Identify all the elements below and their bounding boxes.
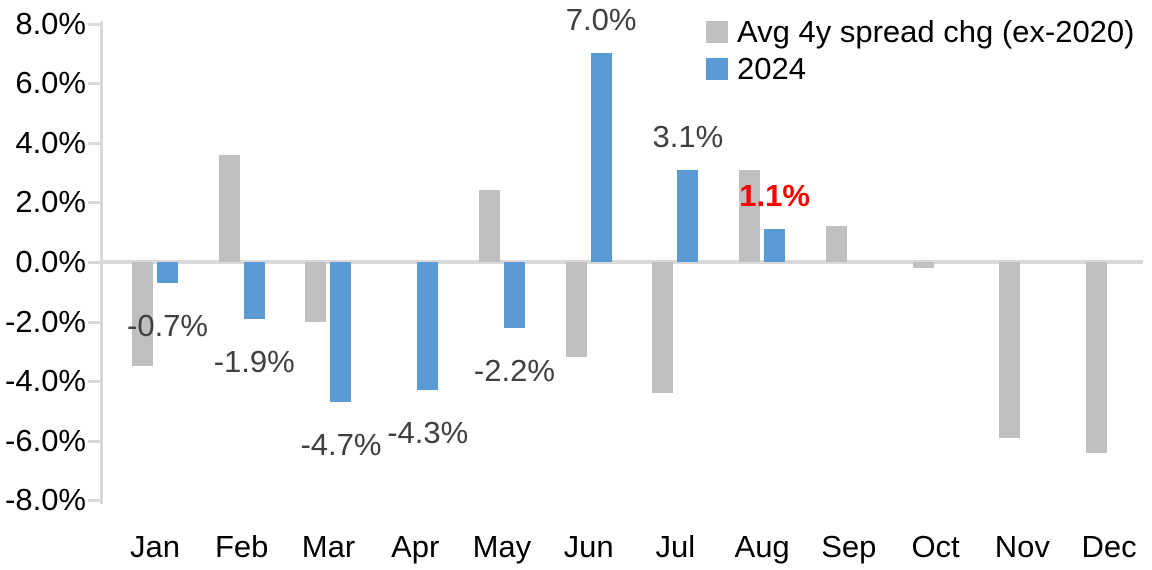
x-axis-label-sep: Sep: [821, 529, 877, 564]
y-axis-tick-label: -4.0%: [5, 363, 86, 399]
x-axis-label-mar: Mar: [301, 529, 356, 564]
x-axis-label-may: May: [472, 529, 532, 564]
x-axis-label-oct: Oct: [911, 529, 960, 564]
legend-item-2024: 2024: [706, 50, 1135, 87]
y-axis-tick-mark: [88, 499, 101, 503]
bar-avg-nov: [999, 262, 1021, 438]
x-axis-label-feb: Feb: [215, 529, 269, 564]
y-axis-tick-label: -8.0%: [5, 482, 86, 518]
bar-avg-aug: [739, 169, 761, 262]
bar-avg-oct: [912, 262, 934, 268]
y-axis-tick-mark: [88, 380, 101, 384]
legend-label-avg-4y-spread: Avg 4y spread chg (ex-2020): [737, 14, 1135, 49]
y-axis-tick-mark: [88, 201, 101, 205]
bar-2024-may: [503, 262, 525, 328]
bar-avg-feb: [218, 154, 240, 262]
data-label-2024-jun: 7.0%: [565, 2, 637, 38]
x-axis-label-dec: Dec: [1081, 529, 1137, 564]
bar-avg-may: [478, 190, 500, 262]
legend-swatch-gray: [706, 20, 728, 43]
data-label-2024-apr: -4.3%: [387, 415, 469, 451]
y-axis-tick-label: 4.0%: [15, 124, 86, 160]
y-axis-tick-label: 0.0%: [15, 244, 86, 279]
y-axis-tick-label: -2.0%: [5, 303, 86, 339]
zero-axis-line: [100, 260, 1143, 264]
x-axis-label-jun: Jun: [563, 529, 614, 564]
y-axis-tick-mark: [88, 320, 101, 324]
y-axis-tick-label: 2.0%: [15, 184, 86, 220]
data-label-2024-jul: 3.1%: [652, 118, 724, 154]
data-label-2024-jan: -0.7%: [127, 307, 208, 343]
legend-label-2024: 2024: [737, 51, 806, 86]
y-axis-tick-label: 8.0%: [15, 5, 86, 41]
bar-avg-dec: [1086, 262, 1108, 453]
x-axis-label-jul: Jul: [655, 529, 696, 564]
bar-2024-aug: [764, 229, 786, 262]
bar-avg-jan: [132, 262, 153, 367]
legend-item-avg-4y-spread: Avg 4y spread chg (ex-2020): [706, 13, 1135, 50]
data-label-2024-may: -2.2%: [473, 352, 555, 388]
y-axis-tick-label: -6.0%: [5, 422, 86, 458]
y-axis-tick-label: 6.0%: [15, 65, 86, 101]
x-axis-label-nov: Nov: [994, 529, 1050, 564]
x-axis-label-jan: Jan: [130, 529, 180, 564]
bar-avg-sep: [825, 226, 847, 262]
y-axis-tick-mark: [88, 82, 101, 86]
bar-2024-apr: [417, 262, 439, 391]
bar-avg-mar: [305, 262, 327, 322]
y-axis-tick-mark: [88, 22, 101, 26]
y-axis-tick-mark: [88, 261, 101, 264]
bar-2024-jan: [157, 262, 178, 283]
x-axis-label-apr: Apr: [391, 529, 440, 564]
bar-avg-jun: [565, 262, 587, 358]
bar-2024-mar: [330, 262, 352, 403]
data-label-2024-mar: -4.7%: [300, 427, 382, 463]
bar-avg-jul: [652, 262, 674, 394]
chart-legend: Avg 4y spread chg (ex-2020) 2024: [706, 13, 1135, 87]
x-axis-label-aug: Aug: [734, 529, 790, 564]
data-label-2024-aug: 1.1%: [739, 178, 810, 214]
bar-2024-feb: [243, 262, 265, 319]
legend-swatch-blue: [706, 57, 728, 80]
data-label-2024-feb: -1.9%: [213, 343, 295, 379]
bar-2024-jul: [677, 169, 699, 262]
bar-2024-jun: [590, 53, 612, 262]
y-axis-tick-mark: [88, 141, 101, 145]
y-axis-tick-mark: [88, 439, 101, 443]
